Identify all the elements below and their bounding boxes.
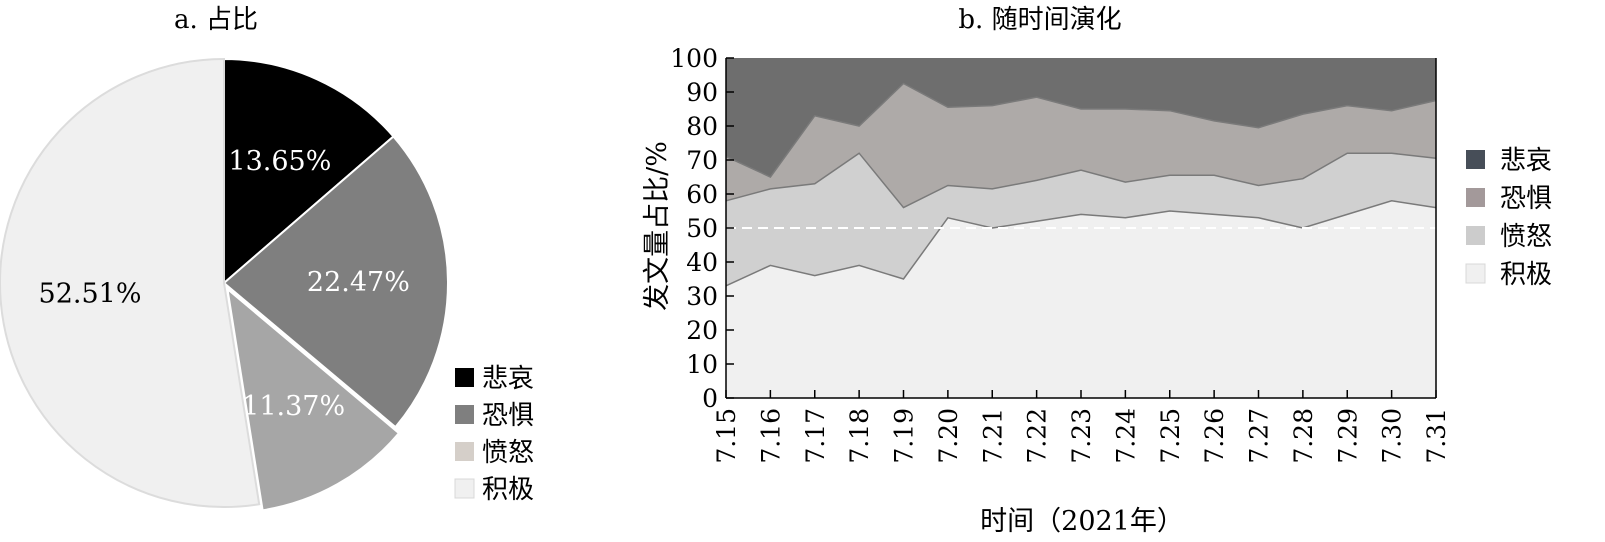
area-series-boundaries [725,82,1437,287]
area-legend-label-0: 悲哀 [1500,146,1552,176]
y-tick-label-0: 0 [702,384,718,413]
y-axis-ticks: 0 10 20 30 40 50 60 70 80 90 100 [670,44,734,413]
area-legend-label-2: 愤怒 [1500,222,1552,252]
x-tick-label-4: 7.19 [890,408,919,464]
pie-value-labels: 13.65% 22.47% 11.37% 52.51% [39,146,410,422]
pie-value-label-1: 22.47% [307,267,410,298]
pie-legend-swatch-2 [455,442,474,461]
pie-legend-swatch-3 [454,478,475,499]
x-axis-label: 时间（2021年） [980,506,1184,537]
pie-slice-1 [222,135,449,429]
area-series-0 [726,200,1436,398]
pie-legend-label-2: 愤怒 [482,438,534,468]
x-axis-ticks: 7.15 7.16 7.17 7.18 7.19 7.20 7.21 7.22 7.23 7.24… [712,390,1451,464]
x-tick-label-9: 7.24 [1111,408,1140,464]
area-chart-title: b. 随时间演化 [958,5,1121,35]
area-legend-swatch-3 [1465,263,1486,284]
x-tick-label-10: 7.25 [1156,408,1185,464]
x-tick-label-7: 7.22 [1023,408,1052,464]
area-legend-label-3: 积极 [1500,260,1552,290]
x-tick-label-5: 7.20 [934,408,963,464]
x-tick-label-6: 7.21 [978,408,1007,464]
pie-slice-0 [223,57,395,286]
y-tick-label-8: 80 [686,112,718,141]
pie-legend-swatch-0 [455,368,474,387]
area-series-1 [726,153,1436,286]
y-tick-label-5: 50 [686,214,718,243]
y-tick-label-3: 30 [686,282,718,311]
area-legend-label-1: 恐惧 [1500,184,1552,214]
y-tick-label-2: 20 [686,316,718,345]
pie-value-label-0: 13.65% [228,146,331,177]
area-series-boundary-1 [725,152,1437,209]
x-tick-label-13: 7.28 [1289,408,1318,464]
area-series-fills [726,58,1436,398]
area-chart-panel: b. 随时间演化 0 10 20 30 40 50 60 70 80 90 100 7.15 7.16… [642,5,1552,537]
y-tick-label-10: 100 [670,44,718,73]
pie-slice-3 [0,57,261,508]
y-tick-label-6: 60 [686,180,718,209]
area-series-2 [726,83,1436,208]
x-tick-label-3: 7.18 [845,408,874,464]
y-tick-label-4: 40 [686,248,718,277]
x-tick-label-16: 7.31 [1422,408,1451,464]
y-axis-label: 发文量占比/% [642,141,673,311]
x-tick-label-14: 7.29 [1333,408,1362,464]
y-tick-label-9: 90 [686,78,718,107]
x-tick-label-11: 7.26 [1200,408,1229,464]
pie-value-label-2: 11.37% [242,391,345,422]
area-series-boundary-2 [725,82,1437,178]
y-tick-label-7: 70 [686,146,718,175]
x-tick-label-2: 7.17 [801,408,830,464]
pie-slices [0,57,449,512]
x-tick-label-12: 7.27 [1245,408,1274,464]
area-series-boundary-0 [725,200,1437,287]
x-tick-label-15: 7.30 [1378,408,1407,464]
x-tick-label-1: 7.16 [756,408,785,464]
y-tick-label-1: 10 [686,350,718,379]
area-series-3 [726,58,1436,177]
pie-slice-2 [226,286,401,512]
x-tick-label-8: 7.23 [1067,408,1096,464]
pie-legend-label-1: 恐惧 [482,401,534,431]
pie-legend-swatch-1 [455,405,474,424]
pie-legend-label-0: 悲哀 [482,364,534,394]
area-legend-swatch-0 [1466,150,1485,169]
area-legend-swatch-1 [1466,188,1485,207]
pie-chart-title: a. 占比 [174,5,258,35]
area-legend-swatch-2 [1466,226,1485,245]
x-tick-label-0: 7.15 [712,408,741,464]
pie-value-label-3: 52.51% [39,279,142,310]
pie-legend-label-3: 积极 [482,475,534,505]
